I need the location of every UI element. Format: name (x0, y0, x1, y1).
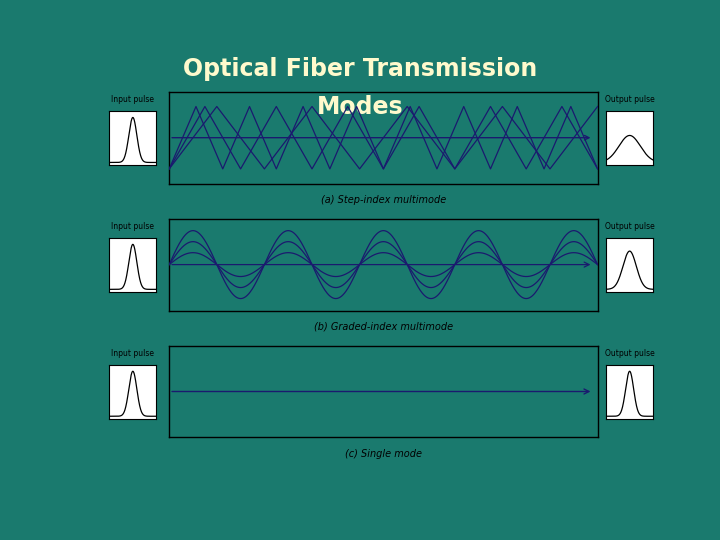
Text: Output pulse: Output pulse (605, 349, 654, 358)
Text: (b) Graded-index multimode: (b) Graded-index multimode (314, 322, 453, 332)
Text: Modes: Modes (317, 94, 403, 118)
Text: Optical Fiber Transmission: Optical Fiber Transmission (183, 57, 537, 81)
Text: Input pulse: Input pulse (112, 95, 154, 104)
Text: Output pulse: Output pulse (605, 222, 654, 231)
Text: Input pulse: Input pulse (112, 349, 154, 358)
Text: (a) Step-index multimode: (a) Step-index multimode (321, 195, 446, 205)
Text: (c) Single mode: (c) Single mode (345, 449, 422, 458)
Text: Input pulse: Input pulse (112, 222, 154, 231)
Text: Output pulse: Output pulse (605, 95, 654, 104)
